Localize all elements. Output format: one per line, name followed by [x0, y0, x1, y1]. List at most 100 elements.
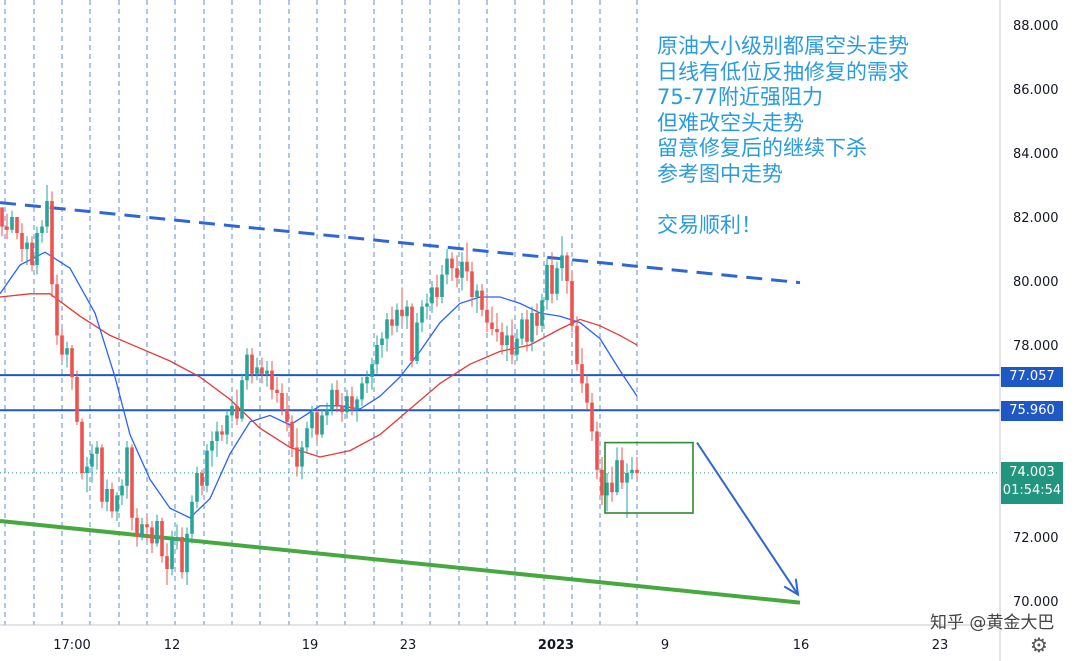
candle — [110, 482, 114, 518]
candle-body — [610, 482, 614, 493]
candle — [235, 389, 239, 425]
candle-body — [30, 242, 34, 265]
candles — [0, 185, 639, 585]
candle — [615, 447, 619, 496]
grid-lines — [0, 0, 1000, 625]
candle-body — [425, 303, 429, 307]
price-tag-label: 75.960 — [1009, 403, 1055, 418]
annotation-line: 参考图中走势 — [657, 161, 783, 186]
candle-body — [555, 268, 559, 294]
candle-body — [615, 460, 619, 493]
annotation-line: 75-77附近强阻力 — [657, 85, 824, 109]
upper-resistance-dashed-trendline — [0, 201, 801, 285]
candle — [155, 514, 159, 547]
candle-body — [155, 521, 159, 544]
candle — [430, 281, 434, 313]
x-tick-label: 16 — [793, 638, 810, 653]
candle — [625, 463, 629, 518]
y-tick-label: 84.000 — [1013, 147, 1059, 162]
candle — [515, 329, 519, 361]
candle-body — [100, 447, 104, 502]
candle — [75, 370, 79, 425]
y-tick-label: 82.000 — [1013, 211, 1059, 226]
candle-body — [95, 447, 99, 454]
candle — [565, 252, 569, 294]
candle-body — [195, 473, 199, 502]
time-axis-background — [0, 625, 1000, 661]
candle-body — [320, 415, 324, 435]
candle-body — [450, 258, 454, 269]
candle — [65, 341, 69, 368]
candle-body — [40, 226, 44, 233]
forecast-arrow-head — [783, 578, 800, 597]
candle-body — [335, 389, 339, 406]
candle — [400, 287, 404, 326]
candle-body — [400, 309, 404, 317]
moving-averages — [0, 251, 638, 519]
candle — [45, 185, 49, 233]
candle — [85, 457, 89, 493]
candle-body — [630, 469, 634, 473]
candle-body — [395, 309, 399, 326]
candle-body — [525, 319, 529, 342]
candle — [380, 332, 384, 358]
candle-body — [355, 399, 359, 409]
candle — [495, 313, 499, 342]
candle-body — [290, 421, 294, 448]
candle — [305, 421, 309, 454]
candle — [455, 255, 459, 288]
candle-body — [305, 428, 309, 448]
candle-body — [125, 447, 129, 486]
candle — [260, 357, 264, 384]
candle — [350, 386, 354, 416]
candle-body — [315, 412, 319, 435]
last-price-tag: 74.003 01:54:54 — [1001, 462, 1063, 504]
gear-icon[interactable]: ⚙ — [1030, 633, 1048, 657]
annotation-line — [657, 187, 909, 213]
candle-body — [385, 319, 389, 339]
candle — [450, 252, 454, 281]
candle — [485, 293, 489, 333]
candle — [570, 271, 574, 333]
candle — [555, 261, 559, 301]
x-tick-label: 9 — [661, 638, 669, 653]
candle — [575, 316, 579, 371]
y-tick-label: 78.000 — [1013, 339, 1059, 354]
candle-body — [15, 217, 19, 233]
candle-body — [50, 201, 54, 285]
candle-body — [410, 306, 414, 361]
candle — [295, 428, 299, 477]
candle — [365, 370, 369, 393]
candle-body — [140, 524, 144, 537]
candle — [190, 495, 194, 544]
candle-body — [440, 274, 444, 297]
candle — [40, 220, 44, 243]
candle-body — [535, 313, 539, 326]
candle-body — [485, 309, 489, 323]
lower-support-trendline — [0, 519, 801, 605]
candle — [140, 517, 144, 541]
candle-body — [210, 441, 214, 451]
candle-body — [375, 345, 379, 365]
candle — [355, 396, 359, 422]
candle-body — [530, 313, 534, 342]
candle-body — [380, 338, 384, 345]
candle — [195, 466, 199, 509]
candle-body — [560, 255, 564, 269]
candle — [315, 409, 319, 441]
candle — [270, 361, 274, 400]
candle — [255, 357, 259, 381]
candle — [480, 284, 484, 317]
candle-body — [0, 207, 4, 227]
candle-body — [515, 338, 519, 355]
candle — [150, 521, 154, 553]
candle — [55, 274, 59, 345]
annotation-text: 原油大小级别都属空头走势 日线有低位反抽修复的需求 75-77附近强阻力 但难改空头走… — [657, 34, 909, 238]
candle — [95, 441, 99, 470]
candle — [345, 389, 349, 419]
candle-body — [420, 306, 424, 323]
candle — [470, 261, 474, 307]
candle-body — [20, 233, 24, 249]
candle-body — [170, 540, 174, 569]
